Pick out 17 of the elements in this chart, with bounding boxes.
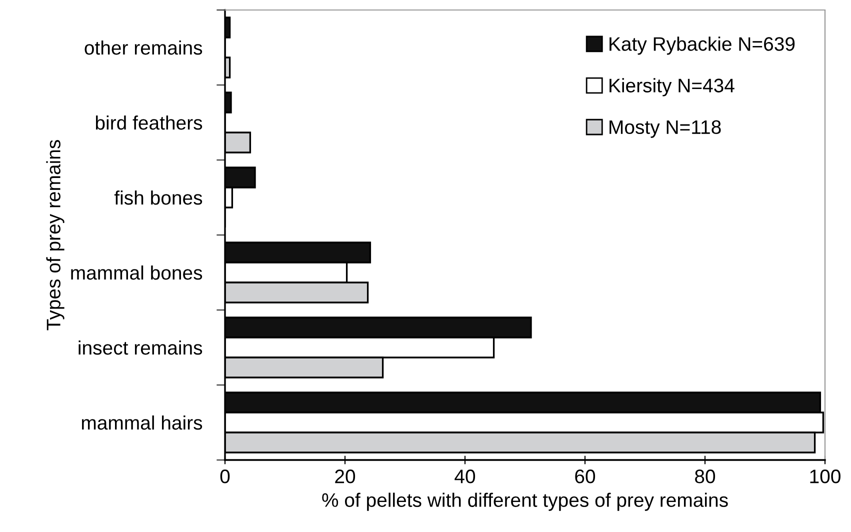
y-tick-label: mammal hairs xyxy=(82,415,202,430)
y-tick-label: mammal bones xyxy=(71,265,202,280)
x-tick-label: 20 xyxy=(335,470,356,484)
y-tick-label: bird feathers xyxy=(96,115,202,130)
legend-label: Katy Rybackie N=639 xyxy=(610,36,795,55)
legend-label: Kiersity N=434 xyxy=(610,78,734,96)
x-tick-label: 100 xyxy=(810,470,840,484)
y-tick-label: other remains xyxy=(84,40,202,55)
y-axis-title: Types of prey remains xyxy=(46,140,64,330)
y-tick-label: insect remains xyxy=(78,340,202,355)
x-axis-title: % of pellets with different types of prey remains xyxy=(322,492,728,511)
x-tick-label: 0 xyxy=(220,470,230,484)
x-tick-label: 80 xyxy=(695,470,716,484)
y-tick-label: fish bones xyxy=(114,190,202,205)
x-tick-label: 40 xyxy=(454,470,476,484)
legend-label: Mosty N=118 xyxy=(610,120,721,138)
x-tick-label: 60 xyxy=(575,470,596,484)
